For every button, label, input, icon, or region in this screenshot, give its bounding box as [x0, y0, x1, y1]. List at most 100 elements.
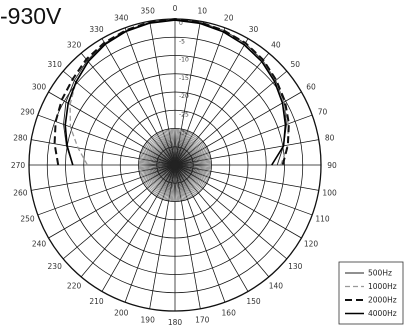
grid-spoke-minor: [174, 164, 195, 197]
angle-tick-label: 250: [20, 215, 35, 224]
grid-spoke: [101, 38, 176, 166]
grid-spoke-minor: [174, 132, 193, 166]
grid-spoke-minor: [174, 164, 208, 183]
grid-spoke-minor: [174, 164, 177, 202]
grid-spoke-minor: [174, 164, 212, 171]
radial-tick-label: -25: [179, 111, 189, 118]
angle-tick-label: 60: [306, 83, 316, 92]
angle-tick-label: 230: [48, 262, 63, 271]
grid-spoke-minor: [174, 163, 212, 166]
angle-tick-label: 190: [141, 316, 156, 325]
chart-title: -930V: [0, 3, 62, 29]
angle-tick-label: 330: [89, 25, 104, 34]
grid-spoke-minor: [142, 147, 176, 166]
angle-tick-label: 180: [168, 318, 183, 327]
grid-spoke: [149, 164, 176, 309]
grid-spoke: [174, 139, 319, 166]
grid-spoke: [174, 164, 319, 191]
polar-grid: [28, 18, 322, 312]
grid-spoke: [80, 52, 176, 166]
grid-spoke: [124, 27, 176, 166]
grid-spoke: [174, 164, 201, 309]
grid-spoke-minor: [140, 153, 176, 166]
grid-spoke-minor: [155, 133, 176, 166]
grid-spoke: [37, 164, 176, 216]
grid-spoke-minor: [173, 128, 176, 166]
angle-tick-label: 310: [48, 60, 63, 69]
grid-spoke: [62, 70, 176, 166]
angle-tick-label: 50: [291, 60, 301, 69]
grid-spoke-minor: [174, 136, 198, 166]
grid-spoke-minor: [146, 142, 176, 166]
grid-spoke-minor: [169, 164, 176, 202]
angle-tick-label: 340: [114, 14, 129, 23]
grid-spoke: [174, 164, 288, 260]
angle-tick-label: 270: [11, 161, 26, 170]
grid-spoke: [174, 164, 313, 216]
series-line-2000Hz: [53, 17, 290, 166]
grid-spoke: [37, 114, 176, 166]
angle-tick-label: 10: [198, 6, 208, 15]
angle-tick-label: 110: [315, 215, 330, 224]
grid-spoke: [174, 164, 249, 292]
grid-spoke-minor: [152, 164, 176, 194]
grid-spoke: [174, 52, 270, 166]
angle-tick-label: 90: [327, 161, 337, 170]
grid-spoke-minor: [139, 164, 176, 173]
grid-spoke: [174, 164, 270, 278]
grid-spoke-minor: [138, 164, 176, 167]
grid-spoke-minor: [174, 145, 207, 166]
legend-label: 500Hz: [368, 269, 392, 278]
angle-tick-label: 20: [224, 14, 234, 23]
angle-tick-label: 300: [32, 83, 47, 92]
radial-tick-label: -5: [179, 38, 185, 45]
angle-tick-label: 240: [32, 240, 47, 249]
legend-label: 1000Hz: [368, 282, 397, 291]
angle-tick-label: 0: [173, 4, 178, 13]
radial-tick-label: -15: [179, 75, 189, 82]
radial-tick-labels: 0 -5 -10 -15 -20 -25 -30: [179, 20, 189, 137]
grid-spoke-minor: [174, 130, 187, 166]
legend: 500Hz 1000Hz 2000Hz 4000Hz: [338, 261, 404, 325]
angle-tick-label: 160: [222, 309, 237, 318]
grid-spoke-minor: [143, 164, 176, 185]
grid-spoke-minor: [174, 151, 209, 166]
angle-tick-label: 220: [67, 281, 82, 290]
series-line-4000Hz: [64, 19, 287, 166]
angle-tick-label: 210: [89, 297, 104, 306]
legend-label: 4000Hz: [368, 309, 397, 318]
radial-tick-label: -20: [179, 93, 189, 100]
angle-tick-label: 280: [13, 134, 28, 143]
grid-spoke: [174, 91, 302, 166]
grid-spoke-minor: [141, 164, 176, 179]
grid-spoke-minor: [138, 159, 176, 166]
radial-tick-label: 0: [179, 20, 183, 27]
grid-spoke-minor: [174, 164, 183, 201]
grid-spoke: [80, 164, 176, 278]
grid-spoke: [174, 38, 249, 166]
grid-spoke: [62, 164, 176, 260]
angle-tick-label: 80: [325, 134, 335, 143]
grid-spoke-minor: [150, 137, 176, 166]
angle-tick-label: 320: [67, 41, 82, 50]
angle-tick-label: 170: [195, 316, 210, 325]
grid-spoke: [174, 164, 302, 239]
angle-tick-label: 120: [304, 240, 319, 249]
legend-label: 2000Hz: [368, 296, 397, 305]
grid-spoke-minor: [174, 164, 204, 188]
angle-tick-label: 140: [269, 281, 284, 290]
angle-tick-label: 350: [141, 6, 156, 15]
grid-spoke-minor: [157, 164, 176, 198]
grid-spoke: [174, 70, 288, 166]
angle-tick-label: 290: [20, 107, 35, 116]
grid-spoke: [174, 164, 226, 303]
grid-spoke: [174, 27, 226, 166]
grid-spoke: [174, 21, 201, 166]
grid-spoke-minor: [174, 128, 181, 166]
angle-tick-label: 130: [288, 262, 303, 271]
grid-spoke-minor: [163, 164, 176, 200]
grid-spoke: [48, 164, 176, 239]
angle-tick-label: 30: [249, 25, 259, 34]
